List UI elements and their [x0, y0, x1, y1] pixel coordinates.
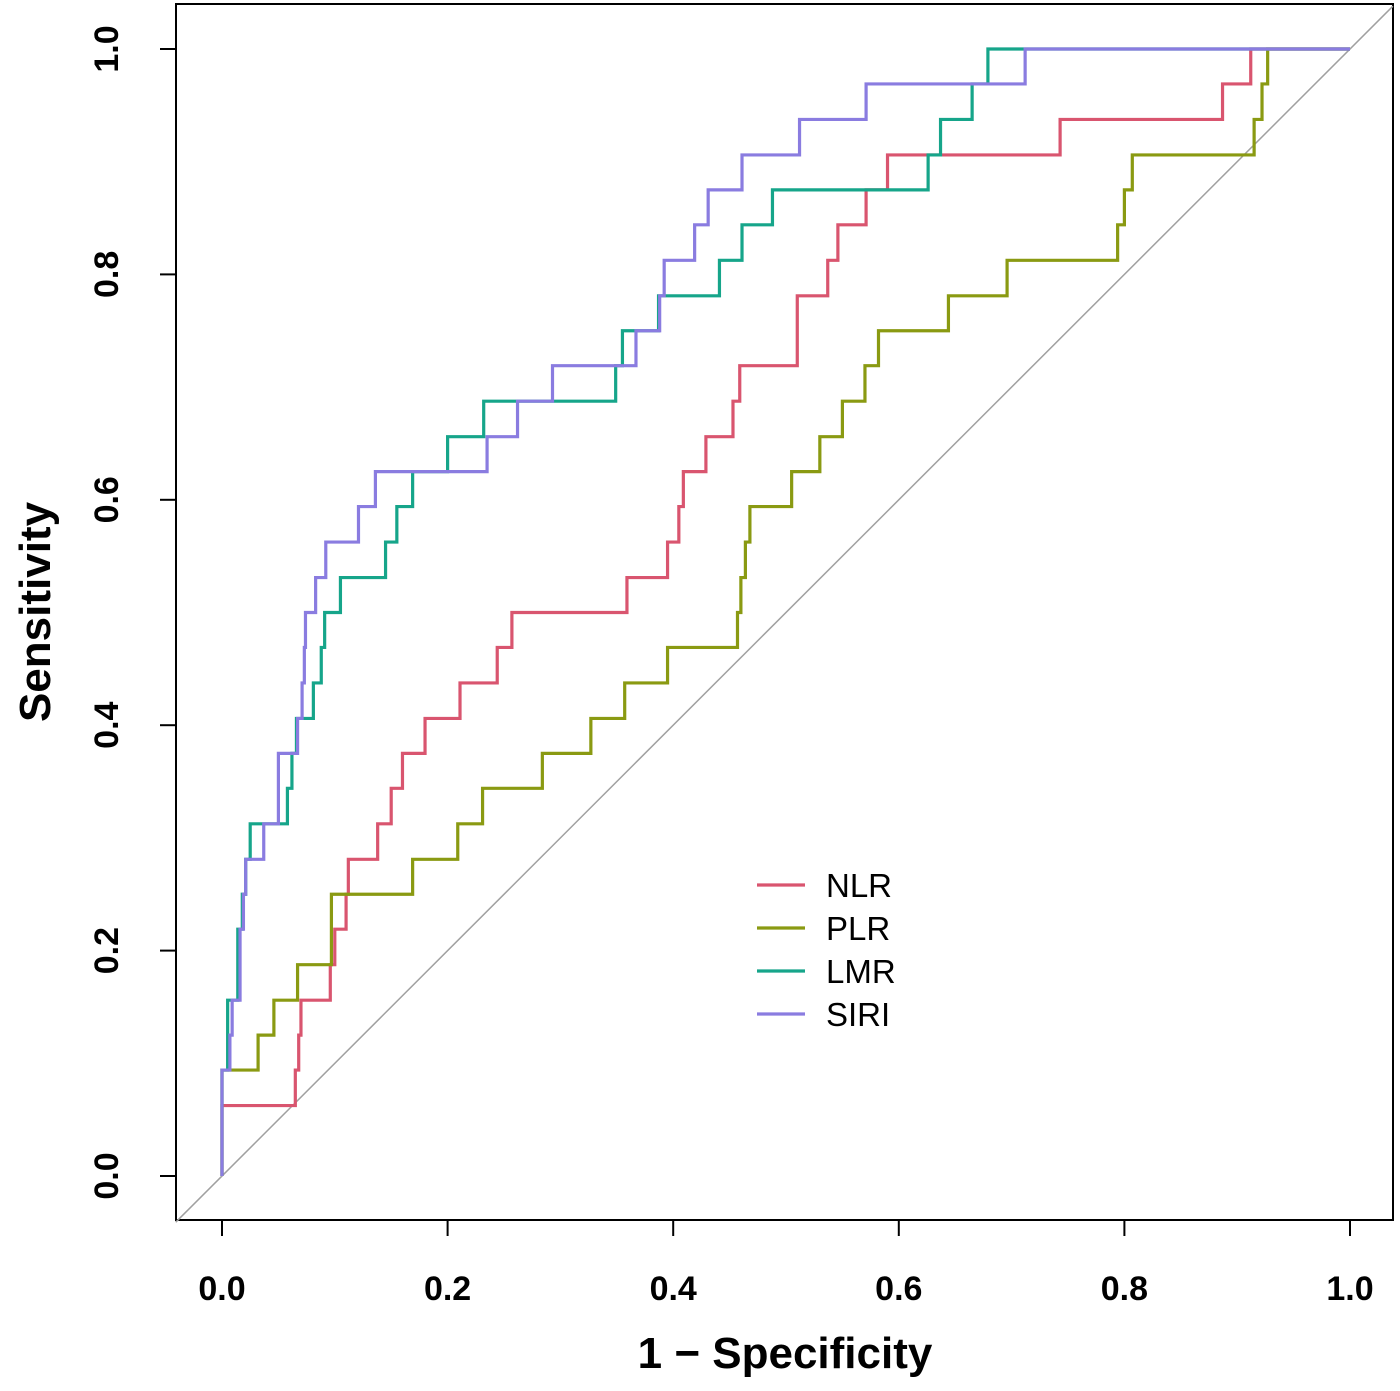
x-axis-title: 1 − Specificity	[638, 1329, 933, 1378]
legend: NLR PLR LMR SIRI	[757, 867, 896, 1033]
legend-label-siri: SIRI	[826, 996, 890, 1033]
y-tick-label: 0.8	[88, 251, 126, 298]
y-tick-label: 0.0	[88, 1152, 126, 1199]
y-tick-label: 0.6	[88, 476, 126, 523]
y-tick-label: 0.4	[88, 701, 126, 748]
x-tick-label: 0.0	[198, 1270, 245, 1308]
reference-diagonal	[175, 5, 1394, 1223]
series-layer	[220, 47, 1350, 1176]
x-tick-label: 0.8	[1101, 1270, 1148, 1308]
y-axis-title: Sensitivity	[11, 501, 60, 722]
legend-label-plr: PLR	[826, 910, 890, 947]
y-tick-label: 1.0	[88, 25, 126, 72]
x-tick-label: 0.2	[424, 1270, 471, 1308]
y-axis: 0.0 0.2 0.4 0.6 0.8 1.0	[88, 25, 177, 1200]
legend-label-lmr: LMR	[826, 953, 896, 990]
roc-line-plr	[220, 47, 1350, 1176]
x-axis: 0.0 0.2 0.4 0.6 0.8 1.0	[198, 1219, 1374, 1308]
legend-label-nlr: NLR	[826, 867, 892, 904]
roc-line-siri	[220, 47, 1350, 1176]
x-tick-label: 0.4	[650, 1270, 697, 1308]
plot-frame	[175, 3, 1394, 1221]
x-tick-label: 1.0	[1326, 1270, 1373, 1308]
x-tick-label: 0.6	[875, 1270, 922, 1308]
y-tick-label: 0.2	[88, 927, 126, 974]
